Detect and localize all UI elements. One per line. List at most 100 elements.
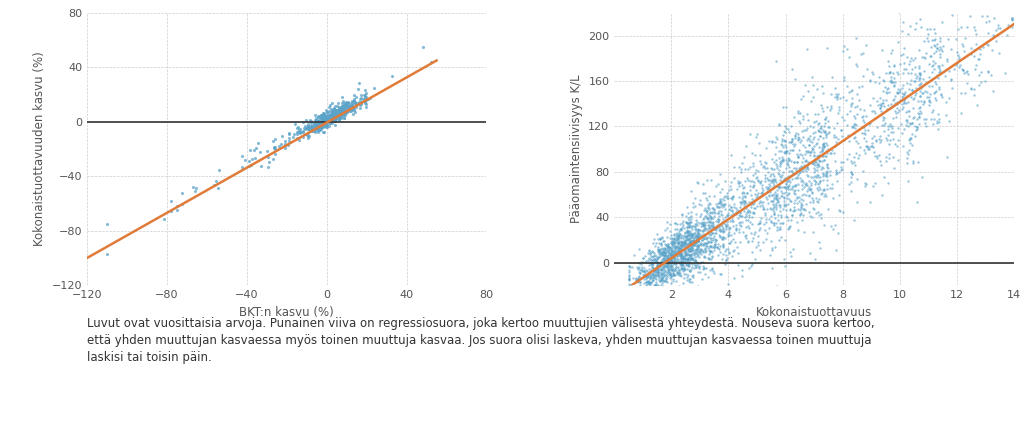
Point [817, 114, 834, 121]
Point [701, 223, 718, 230]
Point [755, 206, 771, 213]
Point [901, 140, 918, 146]
Point [662, 251, 678, 258]
Point [763, 219, 779, 226]
Point [812, 186, 828, 193]
Point [779, 125, 796, 132]
Point [707, 230, 723, 237]
Point [643, 256, 659, 263]
Point [703, 218, 720, 225]
Point [966, 53, 982, 59]
Point [722, 225, 738, 232]
Point [990, 50, 1007, 57]
Point [641, 262, 657, 268]
Point [956, 35, 973, 42]
Point [644, 270, 660, 277]
Point [802, 123, 818, 130]
Point [903, 76, 920, 83]
Point [673, 242, 689, 249]
Point [693, 250, 710, 257]
Point [784, 183, 801, 190]
Point [759, 165, 775, 172]
Point [890, 108, 906, 115]
Point [710, 244, 726, 251]
Point [776, 137, 793, 144]
Point [666, 270, 682, 277]
Point [764, 166, 780, 173]
Point [793, 204, 809, 211]
Point [836, 77, 852, 83]
Point [663, 259, 679, 266]
Point [730, 178, 746, 185]
Point [645, 265, 662, 271]
Point [682, 267, 698, 274]
Point [645, 236, 662, 243]
Point [659, 267, 676, 273]
Point [676, 267, 692, 273]
Point [266, 145, 283, 152]
Point [856, 126, 872, 133]
Point [768, 178, 784, 185]
Point [770, 183, 786, 190]
Point [844, 100, 860, 107]
Point [650, 265, 667, 272]
Point [761, 192, 777, 199]
Point [776, 127, 793, 134]
Point [979, 12, 995, 19]
Point [819, 169, 836, 176]
Point [299, 126, 315, 133]
Point [657, 244, 674, 251]
Point [802, 213, 818, 220]
Point [628, 277, 644, 284]
Point [924, 116, 940, 123]
Point [680, 235, 696, 242]
Point [335, 98, 351, 104]
Point [750, 190, 766, 197]
Point [318, 122, 335, 129]
Point [783, 197, 800, 204]
Point [910, 63, 927, 70]
Point [663, 254, 679, 261]
Point [314, 118, 331, 125]
Point [855, 123, 871, 130]
Point [659, 262, 676, 268]
Point [759, 175, 775, 181]
Point [925, 62, 941, 68]
Point [688, 235, 705, 241]
Point [643, 279, 659, 286]
Point [653, 291, 670, 298]
Point [805, 146, 821, 152]
Point [783, 212, 800, 219]
Point [883, 76, 899, 83]
Point [792, 207, 808, 214]
Point [816, 186, 833, 193]
Point [781, 178, 798, 185]
Point [724, 223, 740, 230]
Point [919, 93, 935, 100]
Point [625, 285, 641, 292]
Point [665, 246, 681, 253]
Point [800, 173, 816, 180]
Point [880, 125, 896, 132]
Point [744, 208, 761, 215]
Point [804, 188, 820, 195]
Point [756, 206, 772, 213]
Point [938, 112, 954, 119]
Point [247, 155, 263, 161]
Point [621, 269, 637, 276]
Point [659, 255, 676, 262]
Point [324, 111, 340, 118]
Point [816, 123, 833, 130]
Point [664, 252, 680, 259]
Point [673, 226, 689, 232]
Point [666, 243, 682, 250]
Point [812, 125, 828, 131]
Point [817, 140, 834, 147]
Point [696, 253, 713, 260]
Point [317, 116, 334, 122]
Point [654, 274, 671, 281]
Point [712, 197, 728, 204]
Point [685, 242, 701, 249]
Point [801, 192, 817, 199]
Point [676, 239, 692, 246]
